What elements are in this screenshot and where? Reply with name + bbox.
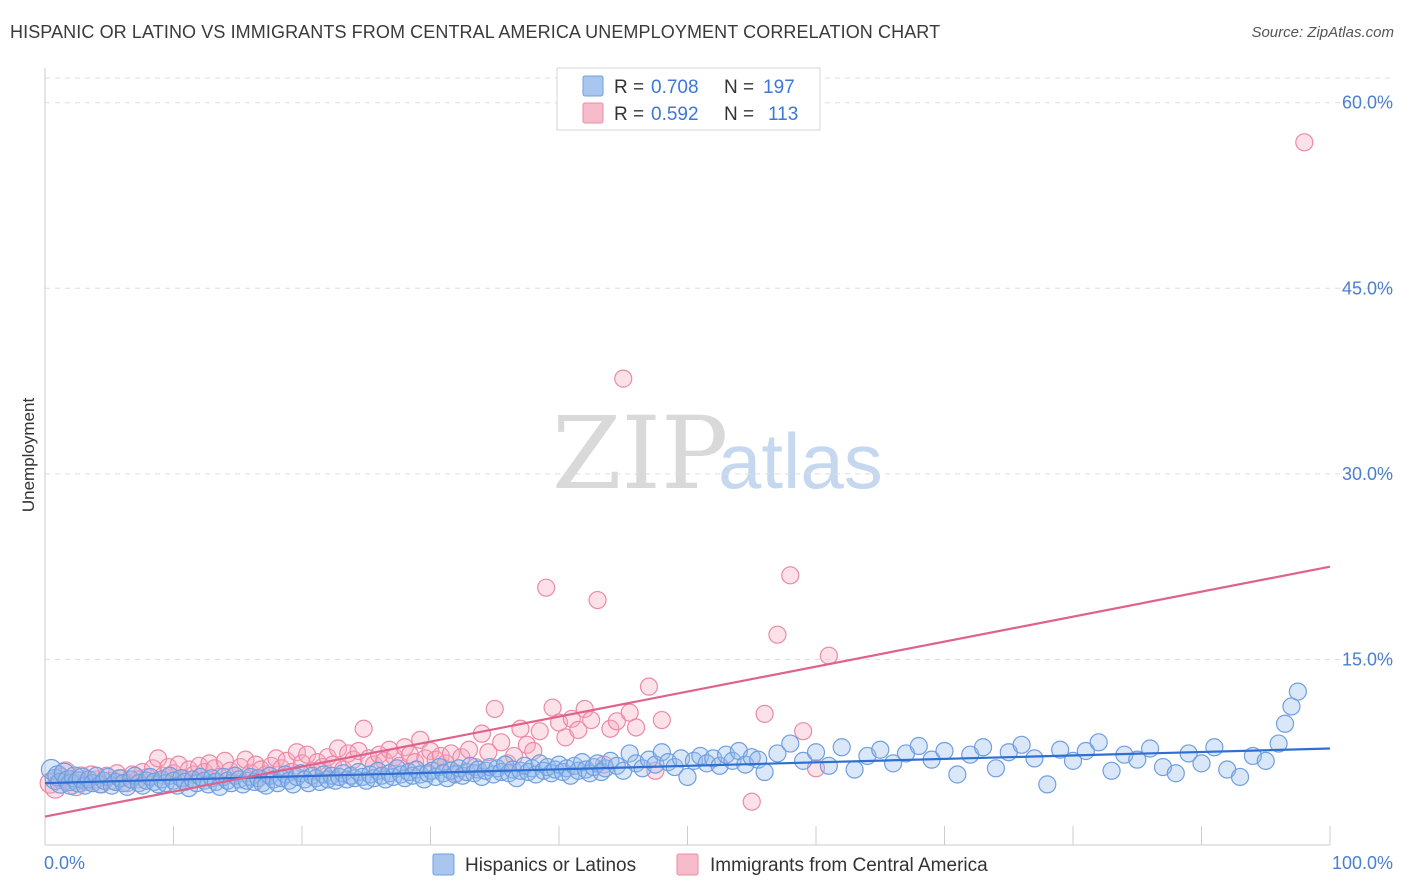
legend-n-value-2: 113 [768,104,798,125]
x-tick-label-min: 0.0% [44,853,85,873]
y-tick-label-1: 15.0% [1342,649,1393,669]
immigrants-point-39 [236,750,255,769]
immigrants-point-112 [742,792,761,811]
watermark-atlas: atlas [718,417,883,505]
hispanics-point-212 [1275,714,1295,733]
hispanics-point-206 [1205,738,1224,757]
hispanics-point-197 [1089,733,1108,752]
bottom-legend-label-hispanics: Hispanics or Latinos [465,855,636,876]
hispanics-point-174 [794,751,813,770]
immigrants-point-86 [485,699,504,719]
legend-r-label-1: R = [614,77,644,98]
bottom-legend-swatch-immigrants [676,853,699,876]
immigrants-point-113 [755,704,774,723]
hispanics-point-183 [909,736,928,756]
immigrants-point-106 [614,369,633,388]
hispanics-point-191 [1012,735,1031,754]
trend-line-hispanics [44,747,1331,785]
legend-r-value-2: 0.592 [651,104,699,125]
hispanics-point-211 [1269,734,1288,753]
hispanics-point-180 [871,740,890,759]
immigrants-point-105 [607,712,626,731]
immigrants-point-87 [492,733,511,752]
hispanics-point-178 [845,760,864,779]
y-axis-title: Unemployment [19,398,38,513]
legend: R = 0.708 N = 197 R = 0.592 N = 113 [556,67,821,131]
immigrants-point-85 [479,743,498,762]
hispanics-point-189 [986,759,1006,778]
watermark-zip: ZIP [552,395,728,512]
hispanics-point-139 [569,761,588,780]
hispanics-point-175 [806,743,826,762]
source-label: Source: ZipAtlas.com [1251,24,1394,41]
immigrants-point-57 [328,739,348,758]
immigrants-point-99 [569,720,588,740]
legend-swatch-hispanics [582,75,604,97]
immigrants-point-93 [530,722,549,741]
immigrants-point-115 [781,566,800,585]
y-tick-label-2: 30.0% [1342,464,1393,484]
trend-line-immigrants [44,565,1331,818]
hispanics-point-173 [781,734,800,753]
immigrants-point-35 [215,751,234,770]
immigrants-point-101 [582,710,601,730]
hispanics-point-203 [1166,764,1185,783]
hispanics-point-176 [819,756,838,775]
hispanics-point-192 [1025,749,1044,768]
immigrants-point-62 [354,719,373,738]
legend-r-label-2: R = [614,104,644,125]
axes [44,68,1331,846]
y-tick-labels: 15.0% 30.0% 45.0% 60.0% [1342,93,1393,670]
trend-lines [44,565,1331,818]
legend-r-value-1: 0.708 [651,77,699,98]
x-tick-label-max: 100.0% [1332,853,1393,873]
hispanics-point-205 [1192,754,1211,773]
immigrants-point-119 [1295,133,1314,152]
bottom-legend-label-immigrants: Immigrants from Central America [710,855,988,876]
hispanics-point-214 [1288,682,1307,701]
grid [45,77,1392,660]
y-tick-label-3: 45.0% [1342,278,1393,298]
legend-n-value-1: 197 [763,77,795,98]
bottom-legend: Hispanics or Latinos Immigrants from Cen… [432,853,988,876]
hispanics-point-159 [678,767,697,787]
immigrants-point-104 [601,719,620,738]
legend-n-label-2: N = [724,104,754,125]
hispanics-point-198 [1102,761,1121,780]
legend-n-label-1: N = [724,77,754,98]
immigrants-point-108 [626,718,646,737]
legend-swatch-immigrants [582,102,604,124]
immigrants-point-116 [794,722,813,741]
hispanics-point-193 [1038,775,1057,794]
hispanics-point-208 [1230,767,1250,787]
immigrants-point-82 [459,740,479,759]
immigrants-point-118 [819,646,838,665]
immigrants-point-32 [200,754,219,773]
hispanics-point-150 [620,744,639,763]
hispanics-point-171 [755,762,774,782]
immigrants-point-109 [639,677,659,696]
hispanics-point-194 [1051,740,1070,759]
x-tick-labels: 0.0% 100.0% [44,853,1393,873]
hispanics-point-177 [832,738,851,757]
immigrants-point-51 [298,745,317,764]
immigrants-point-94 [537,578,556,597]
hispanics-point-155 [652,743,671,762]
hispanics-point-186 [948,765,967,784]
immigrants-point-102 [588,590,607,610]
hispanics-point-188 [973,738,993,757]
bottom-legend-swatch-hispanics [432,853,455,876]
y-tick-label-4: 60.0% [1342,93,1393,113]
hispanics-point-172 [768,744,787,763]
watermark: ZIP atlas [552,395,883,512]
immigrants-point-111 [652,710,671,730]
hispanics-point-200 [1128,750,1147,769]
hispanics-point-210 [1256,751,1275,770]
chart-title: HISPANIC OR LATINO VS IMMIGRANTS FROM CE… [10,22,941,42]
immigrants-point-114 [768,625,787,644]
hispanics-point-185 [935,741,954,761]
